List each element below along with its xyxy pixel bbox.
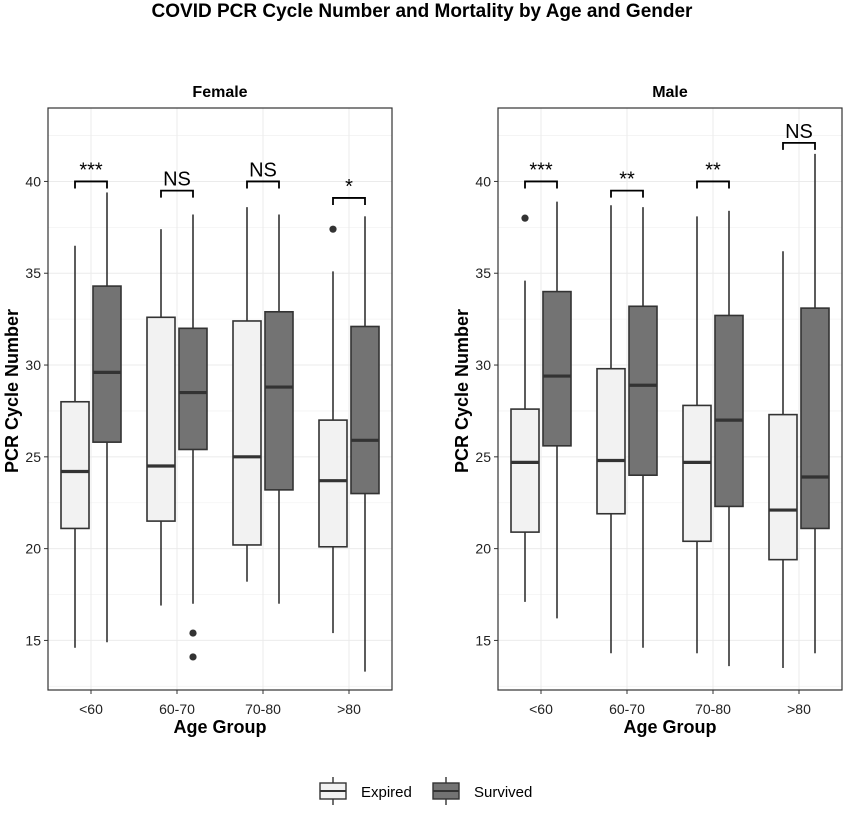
box-iqr [232, 320, 262, 546]
box-expired [682, 216, 712, 654]
box-iqr [146, 316, 176, 522]
y-tick-label: 15 [475, 632, 491, 648]
x-tick-label: 70-80 [695, 701, 731, 717]
box-iqr [318, 419, 348, 548]
significance-label: *** [529, 159, 553, 181]
box-group-<60: *** [60, 159, 122, 648]
box-iqr [510, 408, 540, 533]
x-tick-label: <60 [529, 701, 553, 717]
box-iqr [350, 325, 380, 495]
y-tick-label: 30 [475, 357, 491, 373]
y-tick-label: 25 [25, 449, 41, 465]
box-group->80: * [318, 176, 380, 672]
significance-label: NS [785, 121, 813, 143]
y-tick-label: 15 [25, 632, 41, 648]
chart-title: COVID PCR Cycle Number and Mortality by … [152, 1, 694, 22]
y-tick-label: 40 [475, 173, 491, 189]
y-tick-label: 30 [25, 357, 41, 373]
outlier-point [189, 653, 197, 661]
box-iqr [628, 305, 658, 476]
significance-bracket [696, 180, 730, 189]
box-iqr [596, 367, 626, 515]
panel-border [497, 107, 843, 691]
legend: Expired Survived [319, 777, 532, 805]
y-tick-label: 35 [475, 265, 491, 281]
y-tick-label: 20 [25, 541, 41, 557]
x-axis-label: Age Group [624, 717, 717, 737]
box-iqr [768, 413, 798, 561]
facet-title: Female [192, 84, 247, 101]
box-expired [596, 205, 626, 654]
y-tick-label: 25 [475, 449, 491, 465]
box-iqr [682, 404, 712, 543]
box-iqr [60, 400, 90, 530]
outlier-point [521, 214, 529, 222]
x-tick-label: >80 [337, 701, 361, 717]
legend-item-survived: Survived [432, 777, 532, 805]
x-tick-label: 60-70 [159, 701, 195, 717]
significance-bracket [246, 180, 280, 189]
x-tick-label: <60 [79, 701, 103, 717]
box-iqr [714, 314, 744, 508]
box-survived [714, 210, 744, 667]
box-iqr [264, 310, 294, 491]
box-expired [318, 225, 348, 634]
box-group->80: NS [768, 121, 830, 668]
box-expired [146, 229, 176, 606]
box-survived [628, 207, 658, 648]
x-tick-label: >80 [787, 701, 811, 717]
x-tick-label: 60-70 [609, 701, 645, 717]
box-survived [800, 153, 830, 654]
significance-bracket [610, 189, 644, 198]
box-group-<60: *** [510, 159, 572, 619]
significance-label: * [345, 176, 353, 198]
significance-label: NS [249, 159, 277, 181]
box-group-70-80: NS [232, 159, 294, 604]
outlier-point [189, 629, 197, 637]
panel-female: Female 15 20 25 30 35 40 <60 60-70 70-80 >80 *** NS N… [2, 84, 393, 737]
box-group-60-70: NS [146, 169, 208, 661]
box-iqr [542, 290, 572, 447]
box-iqr [800, 307, 830, 530]
box-survived [350, 216, 380, 672]
significance-bracket [160, 189, 194, 198]
significance-bracket [782, 141, 816, 150]
x-axis-label: Age Group [174, 717, 267, 737]
box-expired [232, 207, 262, 582]
box-expired [510, 214, 540, 602]
box-survived [178, 214, 208, 661]
significance-label: ** [619, 169, 635, 191]
significance-label: ** [705, 159, 721, 181]
box-iqr [92, 285, 122, 443]
box-group-60-70: ** [596, 169, 658, 654]
box-iqr [178, 327, 208, 451]
y-axis-label: PCR Cycle Number [2, 309, 22, 473]
legend-label: Survived [474, 784, 532, 801]
y-tick-label: 40 [25, 173, 41, 189]
panel-border [47, 107, 393, 691]
box-group-70-80: ** [682, 159, 744, 667]
significance-bracket [332, 197, 366, 205]
legend-item-expired: Expired [319, 777, 412, 805]
y-axis-label: PCR Cycle Number [452, 309, 472, 473]
significance-bracket [74, 180, 108, 189]
significance-bracket [524, 180, 558, 189]
y-tick-label: 35 [25, 265, 41, 281]
facet-title: Male [652, 84, 688, 101]
box-expired [768, 251, 798, 668]
significance-label: *** [79, 159, 103, 181]
box-survived [92, 192, 122, 643]
legend-label: Expired [361, 784, 412, 801]
x-tick-label: 70-80 [245, 701, 281, 717]
y-tick-label: 20 [475, 541, 491, 557]
box-survived [542, 201, 572, 619]
box-expired [60, 245, 90, 648]
significance-label: NS [163, 169, 191, 191]
box-survived [264, 214, 294, 604]
outlier-point [329, 225, 337, 233]
